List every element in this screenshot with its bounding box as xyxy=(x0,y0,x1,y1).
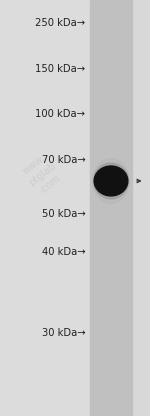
Text: 70 kDa→: 70 kDa→ xyxy=(42,155,86,165)
Text: 30 kDa→: 30 kDa→ xyxy=(42,328,86,338)
Text: 100 kDa→: 100 kDa→ xyxy=(36,109,86,119)
Text: 50 kDa→: 50 kDa→ xyxy=(42,209,86,219)
Ellipse shape xyxy=(93,163,129,199)
Text: 40 kDa→: 40 kDa→ xyxy=(42,247,86,257)
Bar xyxy=(0,0,90,416)
Text: 250 kDa→: 250 kDa→ xyxy=(35,18,86,28)
Text: www.
ptglab
.com: www. ptglab .com xyxy=(19,151,65,198)
Text: 150 kDa→: 150 kDa→ xyxy=(35,64,86,74)
Bar xyxy=(90,0,132,416)
Bar xyxy=(132,0,150,416)
Ellipse shape xyxy=(93,158,129,203)
Ellipse shape xyxy=(94,166,128,196)
